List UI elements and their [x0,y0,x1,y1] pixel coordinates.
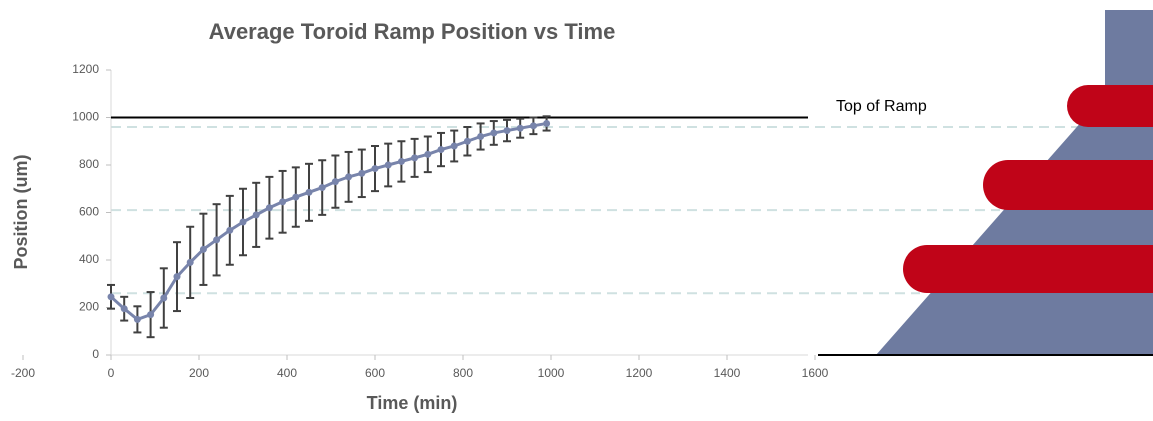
x-tick-label: 200 [189,366,209,380]
data-point [318,184,326,192]
data-point [477,133,485,140]
data-point [199,245,207,253]
data-point [345,173,353,181]
data-point [503,127,511,135]
data-point [133,315,141,323]
data-point [450,142,458,150]
data-line [109,121,547,322]
data-point [239,218,247,226]
x-tick-label: 1400 [714,366,741,380]
y-tick-label: 400 [79,252,99,266]
data-point [147,311,155,319]
data-point [490,129,498,137]
toroid [1067,85,1153,127]
data-point [371,165,379,173]
reference-lines [111,126,1090,295]
y-tick-label: 600 [79,205,99,219]
data-point [543,119,551,127]
x-tick-label: 0 [108,366,115,380]
data-point [292,193,300,201]
data-point [358,169,366,177]
data-point [186,258,194,266]
data-point [397,157,405,165]
x-tick-label: 1200 [626,366,653,380]
y-tick-label: 0 [92,347,99,361]
data-point [411,154,419,162]
ramp-diagram [818,10,1153,356]
data-point [384,161,392,169]
y-axis-title: Position (um) [11,155,31,270]
data-point [213,236,221,244]
toroid [983,160,1153,210]
y-tick-label: 200 [79,300,99,314]
data-point [331,178,339,186]
data-point [160,294,168,302]
toroid [903,245,1153,293]
data-point [226,226,234,234]
y-tick-label: 1000 [72,110,99,124]
x-tick-label: 800 [453,366,473,380]
data-point [173,273,181,281]
data-point [305,188,313,196]
chart-title: Average Toroid Ramp Position vs Time [209,19,616,44]
x-tick-label: 1600 [802,366,829,380]
annotation: Top of Ramp [836,98,927,115]
data-point [516,124,524,132]
data-point [437,146,445,154]
y-tick-label: 800 [79,157,99,171]
data-point [107,293,115,301]
x-tick-label: 1000 [538,366,565,380]
x-tick-label: -200 [11,366,35,380]
data-point [120,305,128,313]
x-axis-title: Time (min) [367,393,458,413]
data-point [529,122,537,130]
data-point [265,204,273,212]
data-point [279,198,287,206]
data-point [252,211,260,219]
x-tick-label: 600 [365,366,385,380]
data-point [463,137,471,145]
y-tick-label: 1200 [72,62,99,76]
data-point [424,150,432,158]
x-tick-label: 400 [277,366,297,380]
